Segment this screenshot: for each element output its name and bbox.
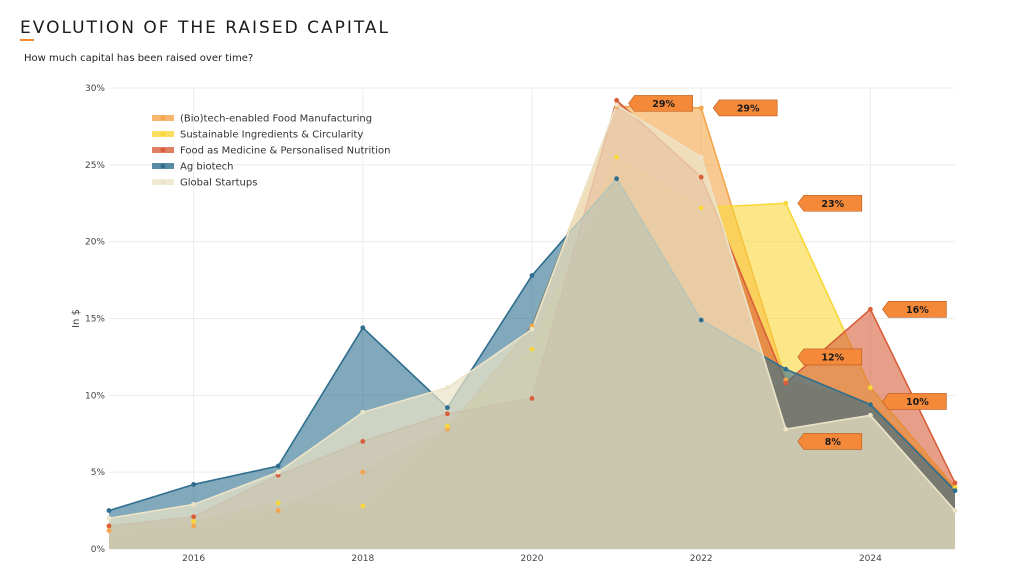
data-point [698, 174, 704, 180]
series-points [106, 97, 958, 533]
data-point [529, 396, 535, 401]
legend-marker [160, 131, 166, 137]
data-point [952, 480, 958, 486]
data-point [529, 346, 535, 352]
data-point [360, 469, 366, 475]
data-point [698, 105, 704, 111]
annotation-label: 29% [737, 103, 760, 114]
legend-marker [160, 147, 166, 153]
data-point [783, 200, 789, 206]
annotation-label: 29% [652, 99, 675, 110]
x-tick-label: 2018 [351, 554, 374, 564]
annotation-box [628, 95, 693, 112]
y-tick-label: 5% [91, 468, 106, 478]
data-point [191, 514, 197, 520]
data-point [614, 176, 619, 182]
y-axis-label: In $ [71, 309, 82, 328]
y-tick-label: 30% [85, 84, 105, 94]
annotation-label: 23% [821, 199, 844, 210]
y-tick-label: 10% [85, 391, 105, 401]
data-point [191, 518, 197, 524]
x-tick-label: 2022 [690, 554, 713, 564]
data-point [445, 411, 450, 417]
data-point [275, 500, 281, 506]
data-point [868, 412, 873, 418]
data-point [445, 385, 450, 391]
y-tick-label: 25% [85, 161, 105, 171]
data-point [952, 488, 958, 494]
data-point [275, 508, 281, 513]
y-tick-label: 20% [85, 238, 105, 248]
data-point [529, 273, 535, 278]
annotation-box [882, 300, 947, 318]
data-point [868, 385, 873, 391]
data-point [360, 439, 366, 444]
data-point [275, 469, 281, 475]
data-point [360, 325, 366, 331]
chart-subtitle: How much capital has been raised over ti… [24, 53, 254, 64]
data-point [191, 523, 197, 529]
data-point [783, 366, 789, 372]
annotation-box [882, 393, 947, 410]
data-point [445, 423, 450, 429]
axes: 0% 5% 10% 15% 20% 25% 30% 2016 2018 2020 2022 2024 I… [71, 84, 882, 564]
annotation-box [797, 194, 863, 212]
legend-label: Food as Medicine & Personalised Nutritio… [180, 146, 390, 157]
x-tick-label: 2020 [521, 554, 544, 564]
annotation-box [712, 99, 778, 117]
data-point [698, 205, 704, 211]
data-point [868, 306, 873, 312]
chart-title: EVOLUTION OF THE RAISED CAPITAL [20, 18, 391, 38]
data-point [360, 409, 366, 415]
data-point [783, 380, 789, 386]
data-point [275, 463, 281, 469]
title-accent-line [20, 39, 34, 41]
x-tick-label: 2024 [859, 554, 882, 564]
data-point [106, 515, 112, 521]
data-point [529, 326, 535, 332]
data-point [106, 528, 112, 533]
data-point [360, 503, 366, 509]
data-point [191, 482, 197, 487]
data-point [191, 502, 197, 507]
annotation-label: 10% [906, 397, 929, 408]
data-point [106, 523, 112, 529]
data-point [783, 426, 789, 432]
annotation-label: 16% [906, 305, 929, 316]
legend-marker [160, 163, 166, 169]
legend-label: Sustainable Ingredients & Circularity [180, 130, 363, 141]
x-tick-label: 2016 [182, 554, 205, 564]
data-point [698, 154, 704, 160]
data-point [106, 508, 112, 513]
data-point [868, 402, 873, 407]
data-point [614, 97, 619, 103]
legend-label: (Bio)tech-enabled Food Manufacturing [180, 114, 372, 125]
legend-marker [160, 179, 166, 185]
data-point [614, 154, 619, 160]
annotation-label: 12% [821, 352, 844, 363]
y-tick-label: 15% [85, 315, 105, 325]
legend: (Bio)tech-enabled Food Manufacturing Sust… [152, 114, 390, 189]
annotations: 29% 29% 23% 16% 12% 10% 8% [628, 95, 947, 450]
data-point [614, 102, 619, 108]
y-tick-label: 0% [91, 545, 106, 555]
data-point [698, 317, 704, 323]
data-point [445, 405, 450, 411]
annotation-box [797, 433, 863, 450]
data-point [952, 508, 958, 513]
legend-marker [160, 115, 166, 121]
legend-label: Ag biotech [180, 162, 234, 173]
annotation-label: 8% [825, 437, 842, 448]
legend-label: Global Startups [180, 178, 257, 189]
series-area [109, 104, 955, 550]
annotation-box [797, 348, 863, 366]
